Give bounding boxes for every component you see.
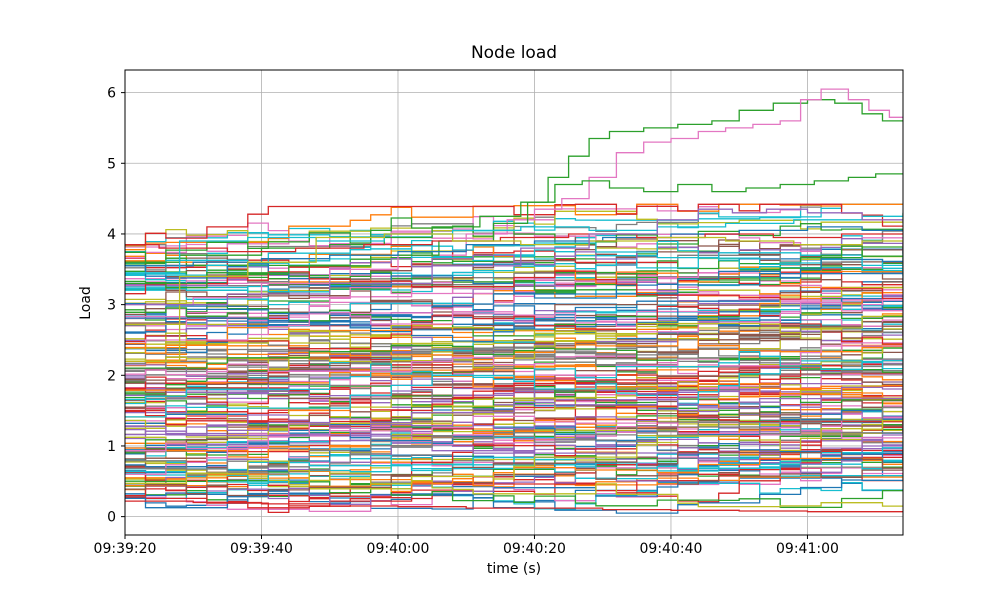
y-tick-label: 0	[107, 510, 116, 526]
chart-title: Node load	[471, 43, 557, 63]
x-tick-label: 09:39:20	[94, 541, 157, 557]
x-tick-label: 09:40:20	[503, 541, 566, 557]
series-line-red-high-band	[125, 233, 903, 253]
x-tick-label: 09:40:40	[640, 541, 703, 557]
series-line	[125, 369, 903, 400]
series-line	[125, 403, 903, 474]
series-line	[125, 344, 903, 373]
series-line	[125, 386, 903, 436]
tick-labels: 09:39:20 09:39:40 09:40:00 09:40:20 09:40:40…	[94, 86, 839, 557]
x-tick-label: 09:40:00	[367, 541, 430, 557]
series-line	[125, 440, 903, 480]
series-line	[125, 330, 903, 375]
series-line	[125, 294, 903, 345]
y-tick-label: 5	[107, 156, 116, 172]
x-tick-label: 09:39:40	[230, 541, 293, 557]
y-axis-label: Load	[78, 286, 94, 320]
series-line	[125, 405, 903, 460]
series-line	[125, 300, 903, 350]
series-line	[125, 228, 903, 290]
y-tick-label: 3	[107, 298, 116, 314]
series-line	[125, 282, 903, 354]
series-line	[125, 232, 903, 259]
series-line-green-plateau	[125, 173, 903, 285]
series-line	[125, 418, 903, 485]
x-axis-label: time (s)	[487, 561, 541, 577]
x-tick-label: 09:41:00	[776, 541, 839, 557]
series-line	[125, 347, 903, 416]
y-tick-label: 4	[107, 227, 116, 243]
series-line-pink-riser-peak	[125, 88, 903, 306]
series-line	[125, 277, 903, 321]
series-line-purple-late-bump	[125, 208, 903, 306]
series-line-blue-steady-high	[125, 226, 903, 267]
series-line	[125, 395, 903, 435]
series-line	[125, 321, 903, 389]
y-tick-label: 6	[107, 86, 116, 102]
axes-frame	[124, 69, 904, 536]
y-tick-label: 1	[107, 439, 116, 455]
series-line	[125, 333, 903, 366]
series-line	[125, 423, 903, 457]
series-line	[125, 466, 903, 510]
series-line	[125, 210, 903, 247]
series-line	[125, 363, 903, 426]
series-line	[125, 390, 903, 437]
series-line	[125, 270, 903, 300]
series-line	[125, 272, 903, 323]
series-line	[125, 387, 903, 433]
tick-marks	[121, 92, 808, 539]
series-line	[125, 461, 903, 508]
series-line	[125, 449, 903, 497]
series-line	[125, 457, 903, 493]
series-lines	[125, 88, 903, 514]
series-line-olive-climber	[125, 233, 903, 362]
series-line-red-bottom-flat	[125, 500, 903, 513]
series-line	[125, 351, 903, 418]
series-line	[125, 396, 903, 454]
series-line	[125, 239, 903, 276]
y-tick-label: 2	[107, 368, 116, 384]
series-line-cyan-high-band	[125, 212, 903, 274]
